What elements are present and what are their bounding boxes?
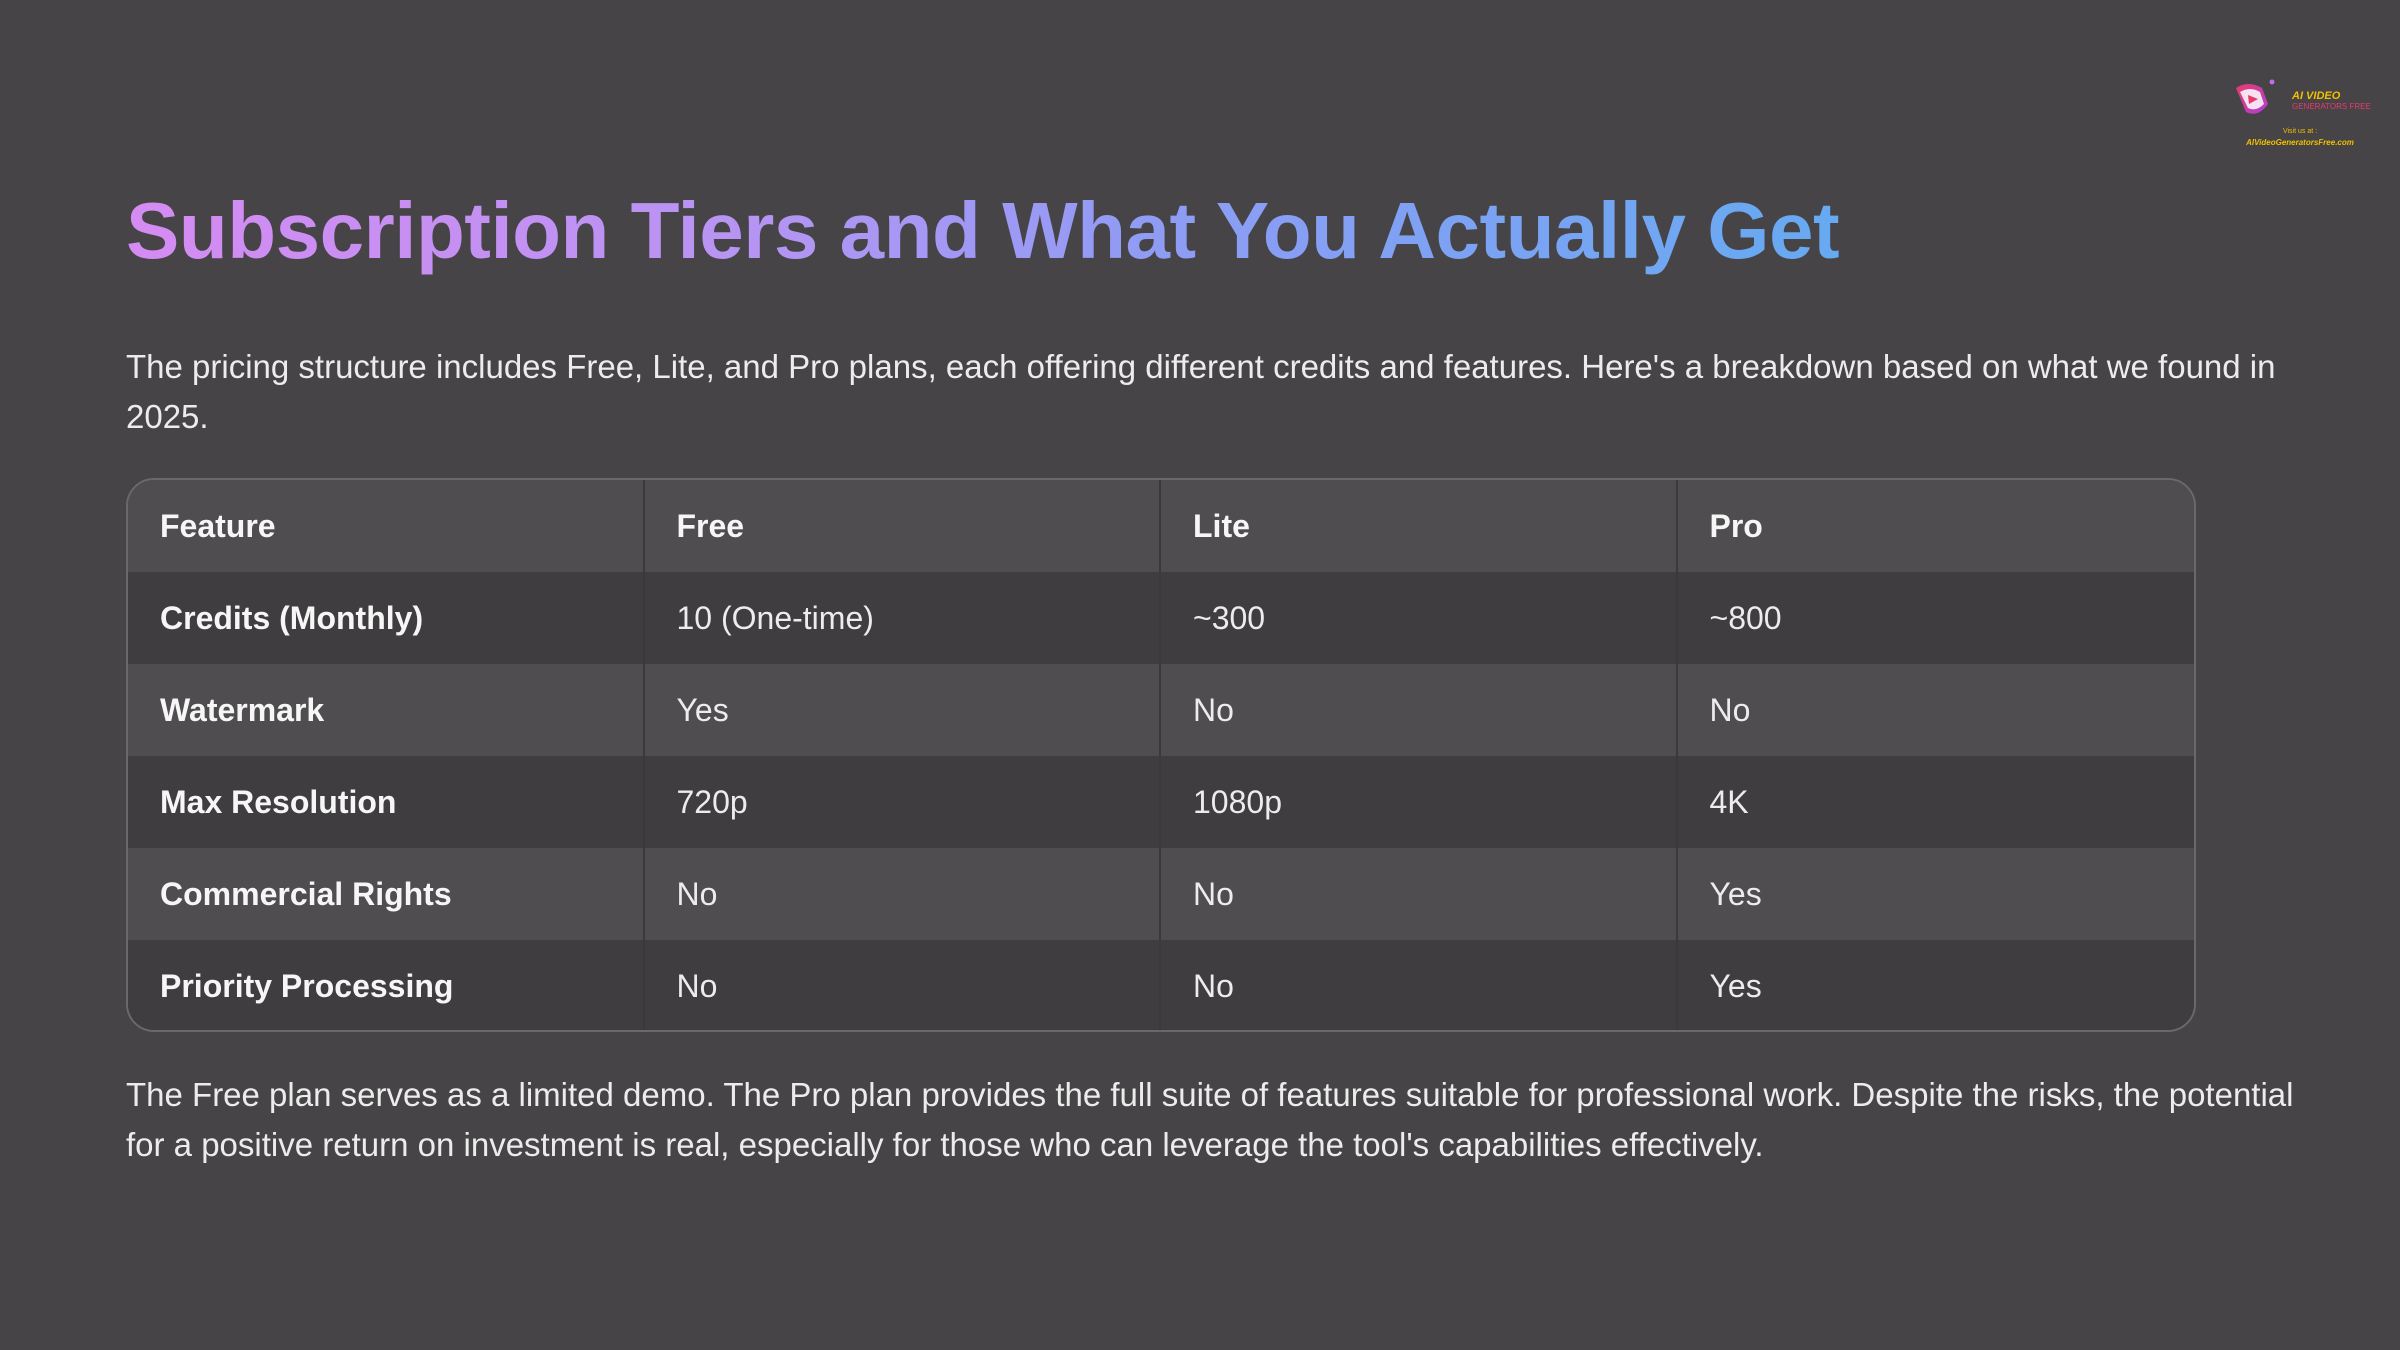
table-cell: No — [645, 940, 1161, 1030]
table-cell: 1080p — [1161, 756, 1678, 848]
header-cell-pro: Pro — [1709, 507, 1763, 544]
header-cell-free: Free — [645, 480, 1161, 572]
table-cell: No — [1161, 664, 1678, 756]
table-cell: No — [1161, 848, 1678, 940]
row-label: Max Resolution — [128, 756, 645, 848]
logo-title: AI VIDEO — [2292, 90, 2341, 102]
table-cell: Yes — [1709, 967, 1762, 1004]
pricing-table: Feature Free Lite Pro Credits (Monthly) … — [126, 478, 2196, 1032]
table-cell: 10 (One-time) — [645, 572, 1161, 664]
summary-paragraph: The Free plan serves as a limited demo. … — [126, 1076, 2294, 1163]
table-row: Priority Processing No No Yes — [128, 940, 2194, 1030]
table-cell: No — [645, 848, 1161, 940]
table-cell: No — [1709, 691, 1751, 728]
table-cell: 720p — [645, 756, 1161, 848]
logo-visit-label: Visit us at : — [2282, 128, 2318, 135]
table-row: Max Resolution 720p 1080p 4K — [128, 756, 2194, 848]
header-cell-feature: Feature — [128, 480, 645, 572]
row-label: Priority Processing — [128, 940, 645, 1030]
row-label: Watermark — [128, 664, 645, 756]
row-label: Credits (Monthly) — [128, 572, 645, 664]
logo-subtitle: GENERATORS FREE — [2292, 102, 2371, 111]
table-cell: Yes — [645, 664, 1161, 756]
video-play-icon — [2236, 79, 2275, 114]
table-cell: ~300 — [1161, 572, 1678, 664]
table-cell: ~800 — [1709, 599, 1782, 636]
intro-paragraph: The pricing structure includes Free, Lit… — [126, 348, 2276, 435]
page-title: Subscription Tiers and What You Actually… — [126, 176, 1840, 286]
logo-url: AIVideoGeneratorsFree.com — [2246, 138, 2354, 147]
table-cell: Yes — [1709, 875, 1762, 912]
table-cell: 4K — [1709, 783, 1749, 820]
table-header-row: Feature Free Lite Pro — [128, 480, 2194, 572]
header-cell-lite: Lite — [1161, 480, 1678, 572]
table-row: Credits (Monthly) 10 (One-time) ~300 ~80… — [128, 572, 2194, 664]
row-label: Commercial Rights — [128, 848, 645, 940]
table-cell: No — [1161, 940, 1678, 1030]
table-row: Watermark Yes No No — [128, 664, 2194, 756]
table-row: Commercial Rights No No Yes — [128, 848, 2194, 940]
